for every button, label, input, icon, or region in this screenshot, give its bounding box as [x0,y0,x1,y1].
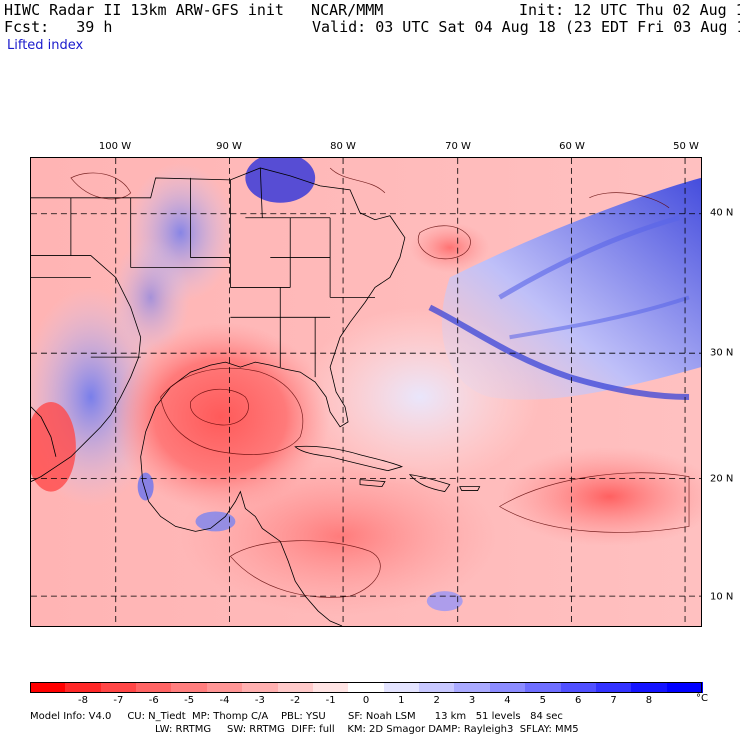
colorbar-swatch [348,682,385,693]
colorbar-label: -5 [184,695,195,706]
colorbar-swatch [277,682,314,693]
colorbar-swatch [454,682,491,693]
colorbar-swatch [595,682,632,693]
colorbar-label: -4 [219,695,230,706]
colorbar-swatch [560,682,597,693]
colorbar-label: 4 [504,695,511,706]
latitude-label: 40 N [710,207,734,219]
colorbar-label: 8 [645,695,653,706]
colorbar-swatch [171,682,208,693]
colorbar-label: -2 [290,695,301,706]
longitude-label: 90 W [216,141,242,152]
latitude-label: 30 N [710,347,734,359]
colorbar-label: 1 [398,695,405,706]
colorbar-label: 5 [539,695,547,706]
colorbar-swatch [100,682,137,693]
model-info-line2: LW: RRTMG SW: RRTMG DIFF: full KM: 2D Sm… [155,724,579,735]
longitude-label: 50 W [673,141,699,152]
longitude-label: 70 W [445,141,471,152]
colorbar-swatch [312,682,349,693]
colorbar-swatch [666,682,703,693]
colorbar-label: -3 [254,695,265,706]
field-name: Lifted index [7,38,84,53]
colorbar-swatch [383,682,420,693]
colorbar-swatch [489,682,526,693]
colorbar-label: -8 [78,695,89,706]
longitude-label: 60 W [559,141,585,152]
colorbar-swatch [206,682,243,693]
colorbar-swatch [65,682,102,693]
colorbar-swatch [136,682,173,693]
colorbar-swatch [30,682,66,693]
map-title: HIWC Radar II 13km ARW-GFS init NCAR/MMM [4,1,384,19]
longitude-label: 100 W [98,141,132,152]
colorbar-frame [30,682,702,693]
colorbar-label: 7 [610,695,617,706]
colorbar-swatch [419,682,456,693]
longitude-label: 80 W [330,141,356,152]
latitude-label: 20 N [710,473,734,485]
init-time: Init: 12 UTC Thu 02 Aug 18 [519,1,740,19]
colorbar-label: -1 [325,695,336,706]
forecast-hour: Fcst: 39 h [4,18,113,36]
valid-time: Valid: 03 UTC Sat 04 Aug 18 (23 EDT Fri … [312,18,740,36]
colorbar-label: 2 [433,695,440,706]
colorbar-swatch [631,682,668,693]
colorbar-swatch [525,682,562,693]
model-info-line1: Model Info: V4.0 CU: N_Tiedt MP: Thomp C… [30,711,563,722]
latitude-label: 10 N [710,591,734,603]
colorbar-label: 3 [468,695,476,706]
lifted-index-map [30,157,702,627]
colorbar-label: 0 [362,695,370,706]
colorbar-label: -7 [113,695,124,706]
colorbar-unit: °C [696,693,708,704]
colorbar-swatch [242,682,279,693]
colorbar-label: 6 [575,695,582,706]
colorbar-label: -6 [148,695,159,706]
